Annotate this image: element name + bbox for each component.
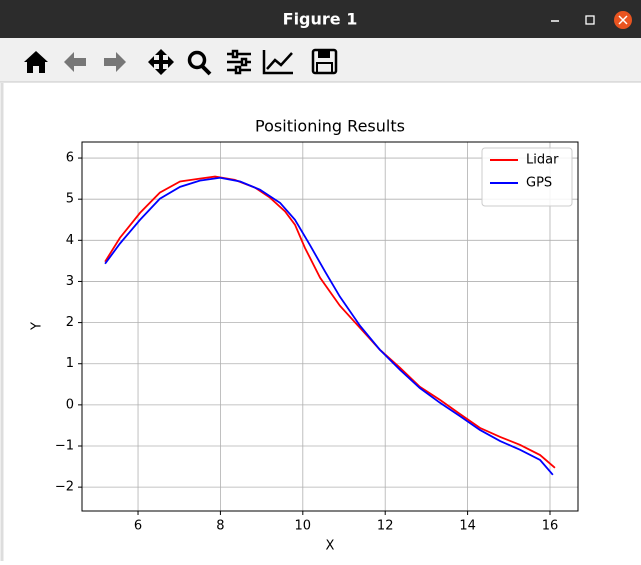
y-tick-label: 4: [66, 233, 74, 248]
y-axis-label: Y: [30, 322, 45, 331]
y-tick-label: −2: [55, 480, 74, 495]
y-tick-label: 1: [66, 356, 74, 371]
home-button[interactable]: [24, 51, 48, 73]
x-axis-label: X: [326, 539, 335, 554]
window-title: Figure 1: [283, 10, 358, 29]
x-tick-label: 10: [295, 519, 312, 534]
legend-box: [481, 147, 573, 207]
maximize-button[interactable]: [585, 15, 595, 25]
pan-button[interactable]: [148, 49, 174, 75]
legend-label: Lidar: [526, 153, 559, 168]
y-tick-label: 0: [66, 397, 74, 412]
configure-button[interactable]: [227, 49, 251, 75]
y-tick-label: −1: [55, 439, 74, 454]
title-bar: [0, 0, 641, 38]
close-button[interactable]: [614, 11, 632, 29]
x-tick-label: 14: [459, 519, 476, 534]
zoom-button[interactable]: [187, 50, 212, 76]
x-tick-label: 12: [377, 519, 394, 534]
toolbar: [0, 38, 641, 82]
back-button[interactable]: [64, 52, 86, 72]
y-tick-label: 6: [66, 151, 74, 166]
legend-label: GPS: [526, 176, 552, 191]
x-tick-label: 6: [134, 519, 142, 534]
x-tick-label: 8: [216, 519, 224, 534]
data-line: [104, 176, 554, 476]
y-tick-label: 3: [66, 274, 74, 289]
y-tick-label: 2: [66, 315, 74, 330]
data-line: [104, 175, 556, 469]
x-tick-label: 16: [542, 519, 559, 534]
save-button[interactable]: [311, 48, 338, 75]
plot: Positioning Results X Y: [30, 117, 405, 554]
forward-button[interactable]: [104, 52, 126, 72]
axes-frame: [81, 141, 579, 512]
edit-axis-button[interactable]: [262, 50, 293, 75]
chart-title: Positioning Results: [255, 117, 405, 136]
y-tick-label: 5: [66, 192, 74, 207]
